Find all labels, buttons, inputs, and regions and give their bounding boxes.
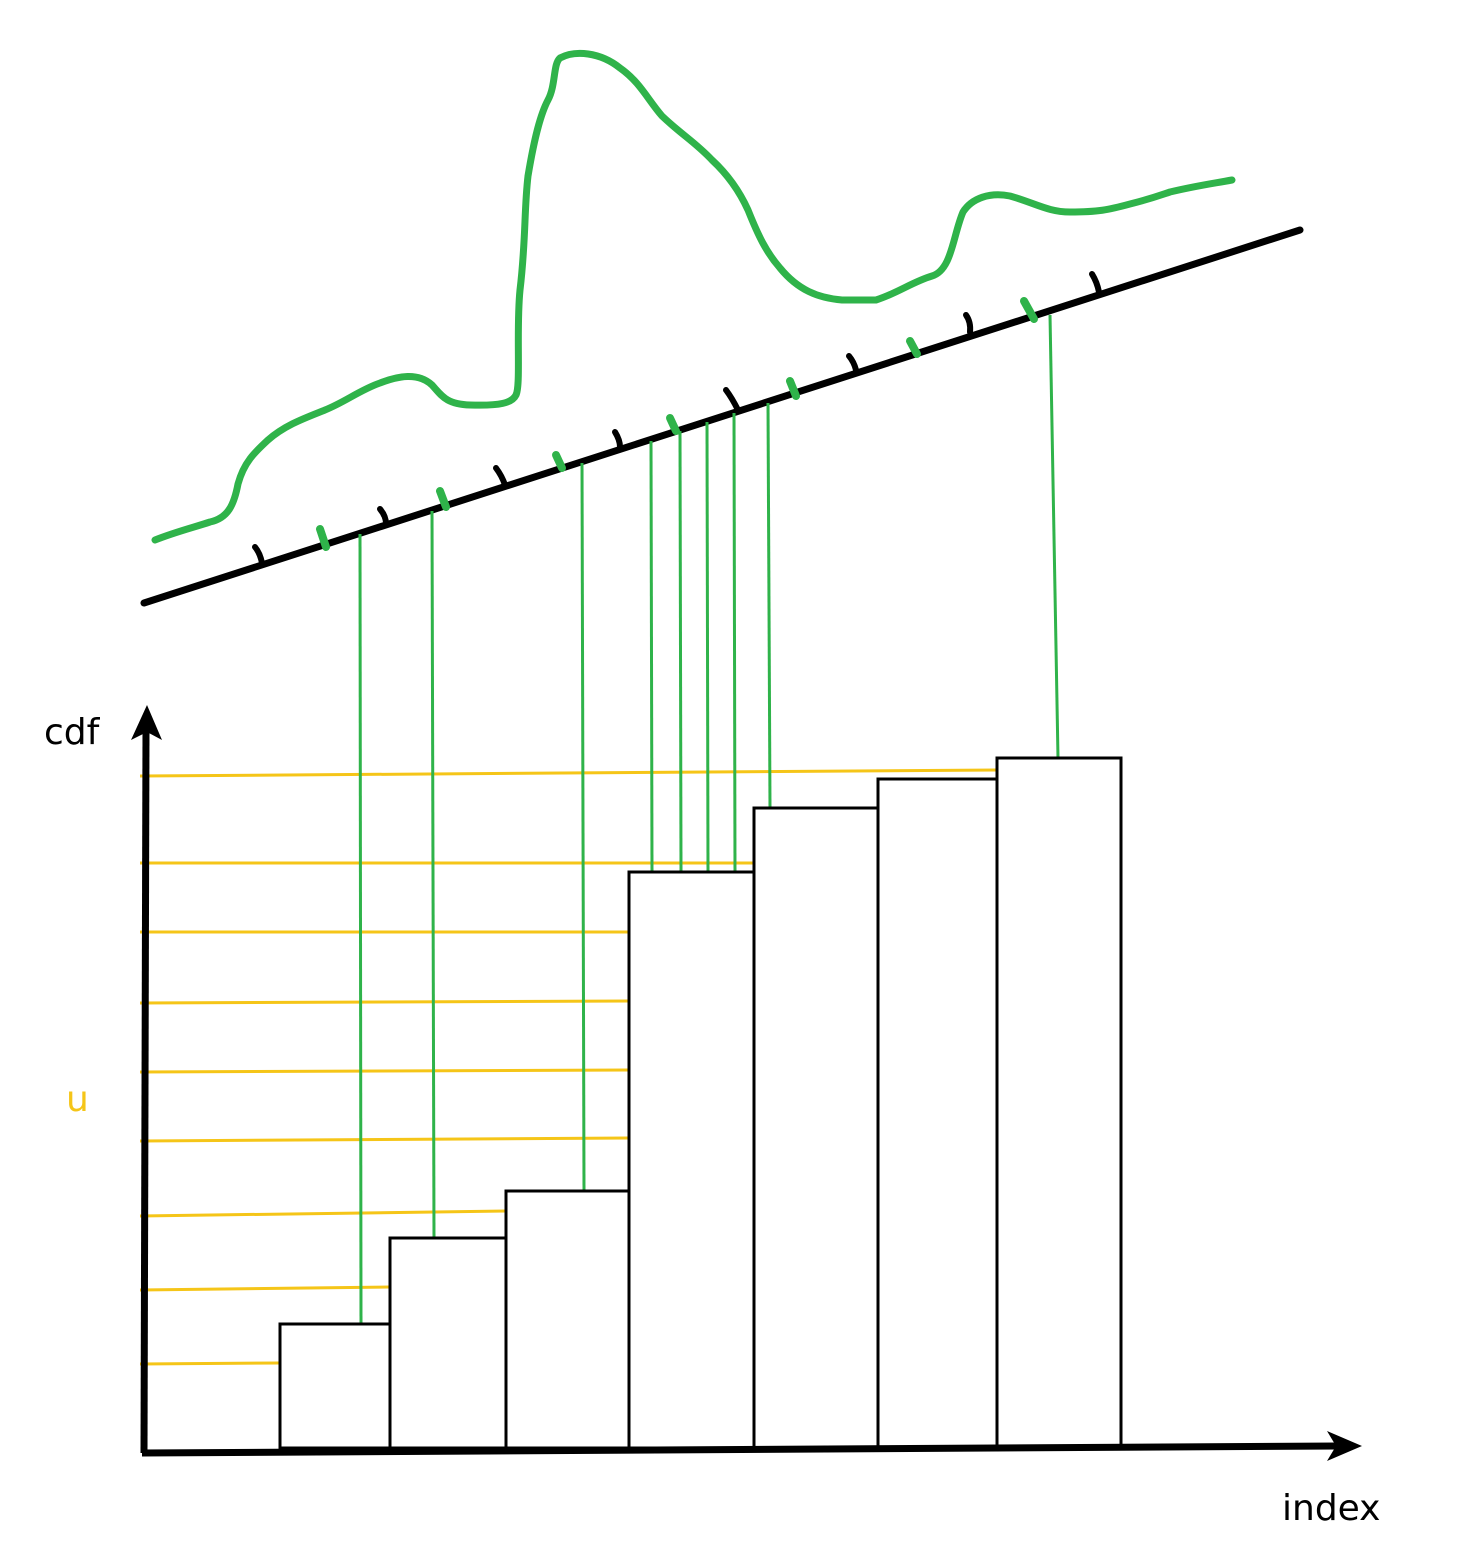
- axes: [131, 705, 1362, 1461]
- green-tick-7: [1020, 297, 1038, 323]
- green-tick-5: [786, 377, 800, 400]
- tick-8: [1089, 271, 1102, 295]
- uniform-lines: [139, 768, 998, 1366]
- y-axis-arrow: [131, 705, 162, 740]
- particle-ticks: [252, 271, 1102, 566]
- u-line-4: [139, 1136, 630, 1143]
- y-axis-label: cdf: [44, 712, 101, 753]
- u-line-9: [139, 768, 998, 778]
- x-axis-arrow: [1327, 1431, 1362, 1461]
- tick-4: [612, 429, 623, 450]
- cdf-bar-5: [752, 806, 880, 1450]
- u-line-1: [139, 1361, 281, 1366]
- u-line-2: [139, 1285, 391, 1292]
- green-tick-2: [436, 487, 450, 511]
- u-line-3: [139, 1209, 507, 1218]
- tick-5: [723, 387, 741, 413]
- u-label: u: [66, 1079, 89, 1120]
- cdf-bar-6: [876, 777, 999, 1450]
- tick-3: [493, 465, 508, 488]
- map-line-4: [649, 440, 654, 873]
- cdf-bar-2: [388, 1236, 508, 1450]
- cdf-bar-1: [278, 1322, 392, 1450]
- resample-lines: [358, 314, 1060, 1325]
- map-line-1: [358, 533, 363, 1325]
- u-line-6: [139, 999, 630, 1005]
- tick-7: [963, 312, 974, 335]
- sample-ticks: [316, 297, 1038, 551]
- u-line-5: [139, 1068, 630, 1074]
- map-line-7: [732, 412, 737, 873]
- cdf-bar-7: [995, 756, 1123, 1450]
- map-line-9: [1048, 314, 1060, 759]
- tick-6: [846, 353, 859, 373]
- map-line-8: [766, 402, 772, 809]
- map-line-6: [705, 421, 710, 873]
- particle-axis: [140, 226, 1304, 607]
- y-axis: [140, 729, 150, 1454]
- tick-2: [377, 506, 389, 527]
- cdf-bar-4: [627, 870, 756, 1450]
- map-line-2: [430, 510, 436, 1239]
- likelihood-curve: [151, 49, 1236, 544]
- x-axis-label: index: [1282, 1488, 1381, 1529]
- cdf-bars: [278, 756, 1123, 1450]
- green-tick-1: [316, 525, 330, 551]
- map-line-5: [678, 430, 683, 873]
- tick-1: [252, 544, 265, 566]
- x-axis: [141, 1442, 1339, 1457]
- green-tick-6: [906, 337, 921, 358]
- map-line-3: [580, 462, 586, 1192]
- green-tick-3: [552, 451, 566, 472]
- green-tick-4: [666, 414, 680, 435]
- cdf-bar-3: [504, 1189, 631, 1450]
